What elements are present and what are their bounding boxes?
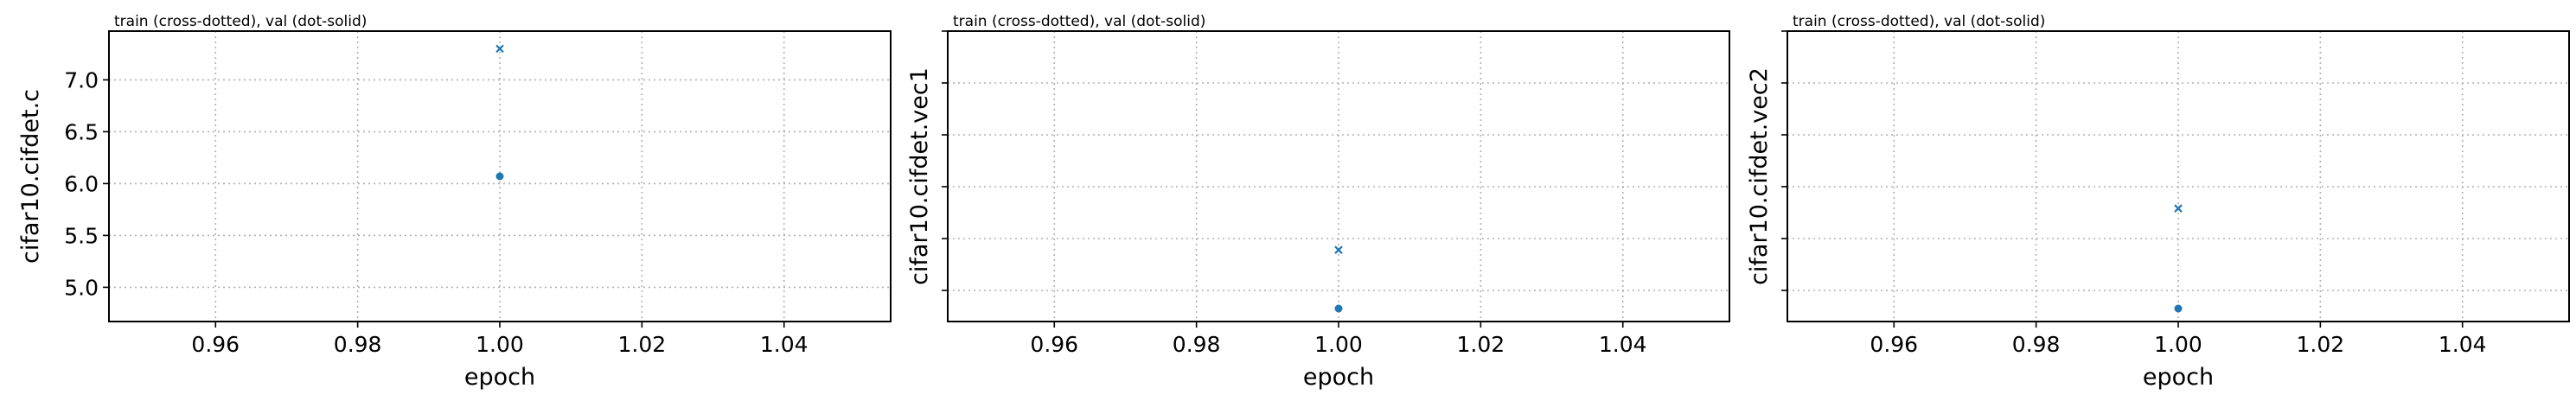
x-tick-label: 0.96 — [1030, 332, 1078, 357]
x-axis-label: epoch — [2143, 364, 2214, 391]
axes-frame — [108, 30, 892, 322]
x-tick-label: 1.00 — [2154, 332, 2202, 357]
x-tick-label: 1.02 — [1457, 332, 1505, 357]
subplot-3: 0.96 0.98 1.00 1.02 1.04 train (cross-dotted)… — [1746, 13, 2570, 391]
x-tick-label: 1.02 — [2297, 332, 2345, 357]
y-axis-label: cifar10.cifdet.vec1 — [906, 67, 933, 285]
x-tick-label: 1.04 — [1599, 332, 1647, 357]
subplot-1: 0.96 0.98 1.00 1.02 1.04 5.0 5.5 6.0 6.5 7.0 train… — [17, 13, 892, 391]
y-axis-label: cifar10.cifdet.vec2 — [1746, 67, 1773, 285]
y-tick-label: 6.5 — [64, 119, 99, 144]
x-axis-label: epoch — [1303, 364, 1374, 391]
legend-note: train (cross-dotted), val (dot-solid) — [1793, 13, 2045, 30]
y-tick-label: 5.0 — [64, 275, 99, 300]
subplot-2: 0.96 0.98 1.00 1.02 1.04 train (cross-dotted)… — [906, 13, 1730, 391]
y-tick-label: 6.0 — [64, 171, 99, 196]
x-tick-label: 1.00 — [476, 332, 524, 357]
y-tick-label: 7.0 — [64, 67, 99, 92]
x-tick-label: 0.98 — [2012, 332, 2061, 357]
y-tick-label: 5.5 — [64, 223, 99, 248]
x-tick-label: 0.96 — [191, 332, 240, 357]
x-axis-label: epoch — [464, 364, 535, 391]
val-marker — [495, 172, 504, 181]
x-tick-label: 0.96 — [1870, 332, 1918, 357]
x-tick-label: 1.02 — [618, 332, 667, 357]
x-tick-label: 1.04 — [2439, 332, 2487, 357]
x-tick-label: 1.04 — [760, 332, 809, 357]
train-marker — [2174, 204, 2183, 213]
legend-note: train (cross-dotted), val (dot-solid) — [953, 13, 1205, 30]
axes-frame — [947, 30, 1730, 322]
x-tick-label: 0.98 — [1173, 332, 1221, 357]
val-marker — [1334, 304, 1343, 313]
axes-frame — [1787, 30, 2570, 322]
train-marker — [495, 44, 504, 54]
x-tick-label: 0.98 — [334, 332, 382, 357]
legend-note: train (cross-dotted), val (dot-solid) — [114, 13, 367, 30]
train-marker — [1334, 245, 1343, 254]
y-axis-label: cifar10.cifdet.c — [17, 89, 44, 264]
val-marker — [2174, 304, 2183, 313]
x-tick-label: 1.00 — [1314, 332, 1363, 357]
